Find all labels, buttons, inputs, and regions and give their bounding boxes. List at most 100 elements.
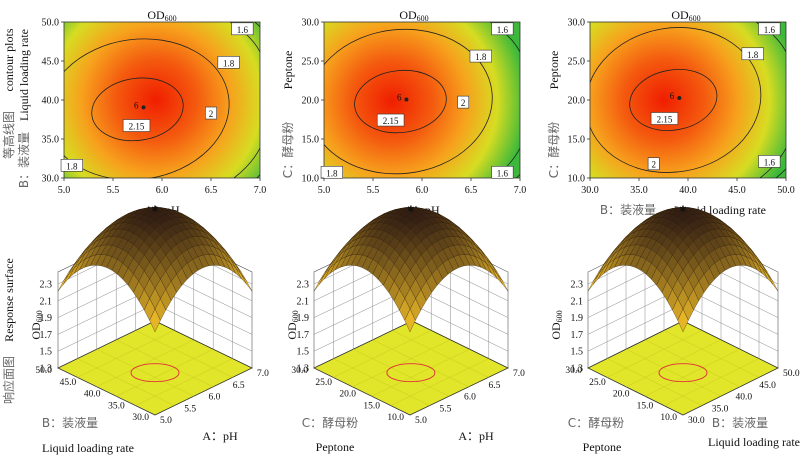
surface-2-right-tick: 5.5 bbox=[440, 404, 452, 414]
row-label-surface-cn: 响应面图 bbox=[1, 356, 16, 404]
contour-1-level-label: 2 bbox=[205, 106, 217, 120]
contour-1-y-ticks: 30.0 35.0 40.0 45.0 50.0 bbox=[42, 18, 64, 185]
contour-3-y-tick: 30.0 bbox=[568, 18, 586, 29]
surface-1-z-tick: 1.5 bbox=[40, 347, 53, 358]
surface-plot-3: ✱1.31.51.71.92.12.330.025.020.015.010.0 3… bbox=[565, 204, 800, 426]
surface-3-right-tick: 30.0 bbox=[688, 416, 705, 426]
contour-3-x-tick: 40.0 bbox=[679, 185, 697, 196]
contour-3-y-tick: 20.0 bbox=[568, 96, 586, 107]
contour-3-level-label: 1.6 bbox=[758, 22, 781, 36]
contour-3-y-tick: 25.0 bbox=[568, 57, 586, 68]
contour-3-level-label: 2.15 bbox=[650, 112, 679, 125]
contour-3-ylabel-cn: C：酵母粉 bbox=[547, 122, 561, 178]
contour-1-ring bbox=[91, 77, 184, 142]
surface-3-right-tick: 35.0 bbox=[712, 404, 729, 414]
surface-3-left-tick: 25.0 bbox=[589, 378, 606, 388]
surface-1-right-label: A：pH bbox=[202, 429, 238, 443]
contour-1-level-label: 1.8 bbox=[217, 56, 240, 69]
row-label-contour-en: contour plots bbox=[2, 28, 16, 91]
surface-1-left-label-cn: B：装液量 bbox=[42, 415, 98, 430]
surface-3-right-label: Liquid loading rate bbox=[708, 435, 800, 449]
contour-2-title: OD600 bbox=[399, 8, 428, 23]
surface-3-z-tick: 1.7 bbox=[571, 330, 584, 341]
surface-1-z-tick: 1.3 bbox=[40, 364, 53, 375]
surface-3-floor-contour bbox=[658, 363, 708, 383]
surface-1-right-tick: 5.0 bbox=[160, 416, 172, 426]
contour-2-level-label: 1.6 bbox=[491, 166, 514, 179]
surface-1-floor bbox=[57, 320, 253, 416]
contour-1-x-tick: 6.5 bbox=[205, 185, 218, 196]
contour-3-y-tick: 10.0 bbox=[568, 174, 586, 185]
contour-2-x-tick: 6.5 bbox=[465, 185, 478, 196]
surface-1-right-axis: 5.0 5.5 6.0 6.5 7.0 bbox=[160, 369, 269, 426]
surface-1-left-tick: 40.0 bbox=[84, 390, 101, 400]
surface-2-z-tick: 1.3 bbox=[297, 364, 310, 375]
contour-plot-3: OD600 6 2.15 2 1.8 1.6 1.6 30.0 35.0 40.0 45.0 50… bbox=[547, 8, 795, 217]
surface-1-left-tick: 30.0 bbox=[132, 413, 149, 423]
contour-1-y-tick: 45.0 bbox=[42, 57, 60, 68]
contour-2-y-tick: 15.0 bbox=[302, 135, 320, 146]
surface-1-z-tick: 1.9 bbox=[40, 313, 53, 324]
contour-1-corner-line bbox=[233, 147, 260, 178]
surface-1-left-tick: 45.0 bbox=[60, 378, 77, 388]
contour-2-optimum-point bbox=[404, 97, 409, 102]
contour-2-ring bbox=[324, 28, 493, 175]
surface-3-zlabel: OD600 bbox=[549, 310, 564, 339]
surface-2-left-tick: 10.0 bbox=[387, 413, 404, 423]
surface-2-right-label: A：pH bbox=[458, 429, 494, 443]
contour-1-y-tick: 50.0 bbox=[42, 18, 60, 29]
surface-plot-1: ✱1.31.51.71.92.12.350.045.040.035.030.0 5… bbox=[35, 204, 269, 426]
contour-3-x-ticks: 30.0 35.0 40.0 45.0 50.0 bbox=[581, 178, 795, 196]
contour-2-x-tick: 7.0 bbox=[514, 185, 527, 196]
contour-1-x-tick: 5.5 bbox=[107, 185, 120, 196]
svg-text:1.6: 1.6 bbox=[764, 157, 776, 167]
contour-1-ring bbox=[64, 38, 230, 178]
surface-2-z-tick: 2.3 bbox=[297, 280, 310, 291]
contour-3-y-ticks: 10.0 15.0 20.0 25.0 30.0 bbox=[568, 18, 590, 185]
contour-2-level-label: 1.6 bbox=[491, 22, 514, 36]
surface-2-z-tick: 2.1 bbox=[297, 296, 310, 307]
surface-2-zlabel: OD600 bbox=[285, 310, 300, 339]
contour-2-level-label: 1.8 bbox=[469, 49, 492, 63]
surface-1-z-tick: 1.7 bbox=[40, 330, 53, 341]
surface-1-left-label-en: Liquid loading rate bbox=[42, 441, 134, 455]
contour-2-y-tick: 10.0 bbox=[302, 174, 320, 185]
contour-3-level-label: 2 bbox=[647, 157, 660, 171]
contour-2-level-label: 2.15 bbox=[376, 113, 405, 127]
contour-3-x-tick: 30.0 bbox=[581, 185, 599, 196]
contour-plot-2: OD600 6 2.15 2 1.8 1.6 1.6 1.8 5.0 5.5 6.0 6.5 7.0… bbox=[281, 8, 527, 217]
surface-2-left-tick: 30.0 bbox=[291, 366, 308, 376]
svg-text:1.6: 1.6 bbox=[497, 25, 509, 35]
contour-3-optimum-label: 6 bbox=[670, 91, 675, 101]
surface-3-left-tick: 10.0 bbox=[660, 413, 677, 423]
surface-1-left-tick: 50.0 bbox=[35, 366, 52, 376]
surface-2-z-axis: 1.3 1.5 1.7 1.9 2.1 2.3 bbox=[297, 280, 310, 375]
surface-3-right-axis: 30.0 35.0 40.0 45.0 50.0 bbox=[688, 369, 800, 426]
surface-3-right-tick: 50.0 bbox=[783, 369, 800, 379]
surface-1-z-axis: 1.3 1.5 1.7 1.9 2.1 2.3 bbox=[40, 280, 53, 375]
contour-2-y-tick: 20.0 bbox=[302, 96, 320, 107]
contour-3-ring bbox=[590, 27, 762, 173]
contour-2-ylabel-en: Peptone bbox=[281, 51, 295, 90]
surface-2-left-label-cn: C：酵母粉 bbox=[302, 416, 358, 430]
surface-1-right-tick: 7.0 bbox=[257, 369, 269, 379]
contour-plot-1: OD600 6 2.15 2 1.8 1.6 1.8 5.0 5.5 6.0 6.5 7.0 30… bbox=[16, 8, 266, 217]
contour-1-level-label: 1.6 bbox=[231, 22, 254, 36]
surface-2-right-tick: 6.0 bbox=[464, 393, 476, 403]
surface-1-mesh bbox=[57, 207, 253, 333]
contour-2-level-label: 1.8 bbox=[320, 166, 343, 179]
surface-2-left-tick: 20.0 bbox=[339, 390, 356, 400]
surface-3-right-tick: 40.0 bbox=[736, 393, 753, 403]
surface-3-z-axis: 1.3 1.5 1.7 1.9 2.1 2.3 bbox=[571, 280, 584, 375]
svg-text:1.8: 1.8 bbox=[223, 58, 235, 68]
contour-1-x-tick: 5.0 bbox=[58, 185, 71, 196]
svg-text:2: 2 bbox=[651, 160, 656, 170]
surface-3-left-tick: 30.0 bbox=[565, 366, 582, 376]
contour-2-x-tick: 5.5 bbox=[367, 185, 380, 196]
svg-text:1.8: 1.8 bbox=[475, 52, 487, 62]
surface-2-floor bbox=[313, 320, 509, 416]
contour-3-x-tick: 50.0 bbox=[777, 185, 795, 196]
surface-3-left-label-cn: C：酵母粉 bbox=[568, 416, 624, 430]
contour-1-ylabel-en: Liquid loading rate bbox=[17, 29, 31, 121]
contour-1-y-tick: 35.0 bbox=[42, 135, 60, 146]
